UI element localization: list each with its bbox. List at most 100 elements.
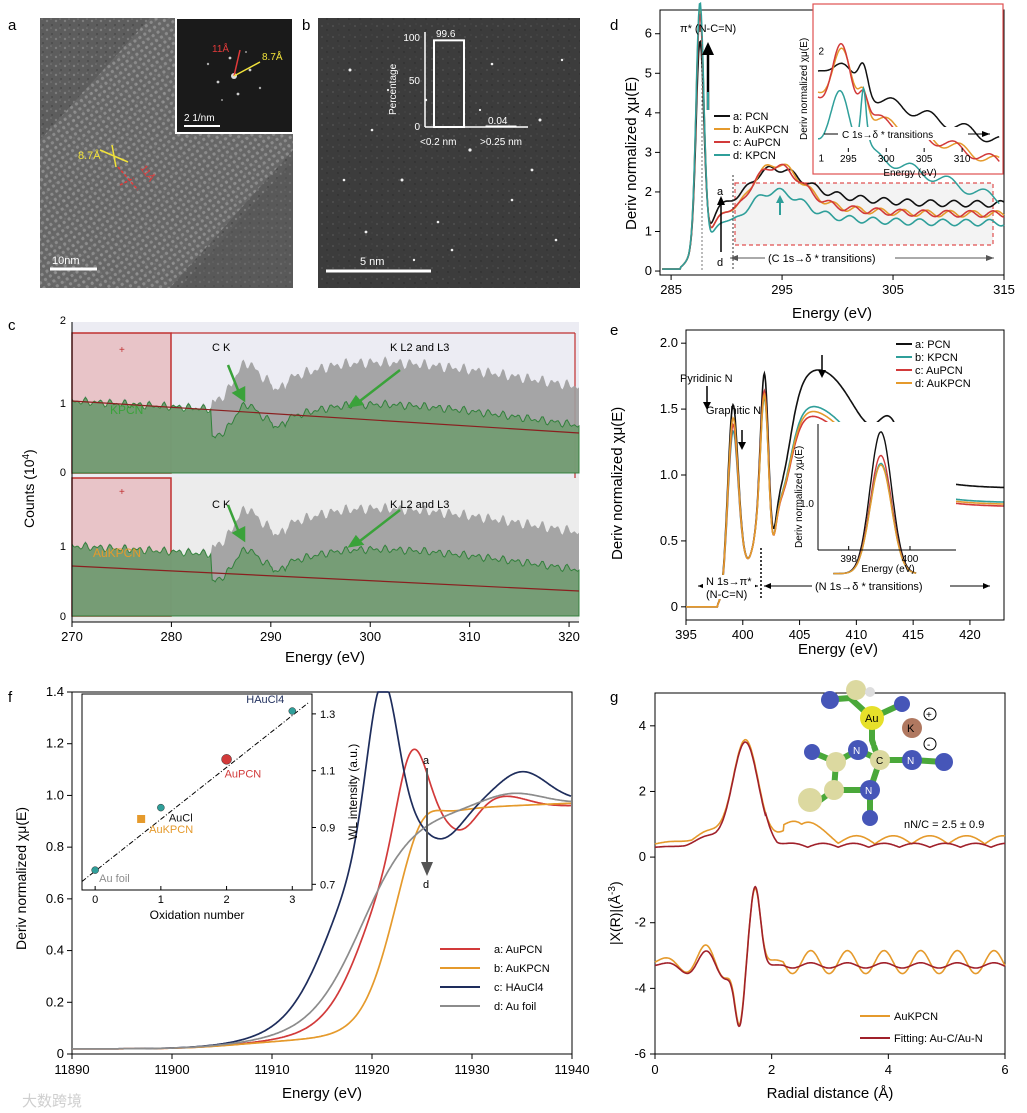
panel-f-letter: f: [8, 689, 13, 706]
panel-d-inset-series-d: [818, 85, 1000, 205]
panel-b-ytick-0: 0: [414, 122, 420, 133]
panel-c-xlabel: Energy (eV): [285, 649, 365, 666]
panel-d-ytick-label: 1: [645, 223, 652, 238]
panel-f-inset-ytick-label: 1.3: [320, 709, 335, 721]
panel-e-xtick-label: 405: [789, 627, 811, 642]
panel-d-letter: d: [610, 17, 618, 34]
au-atom: [860, 706, 884, 730]
panel-e-graphitic: Graphitic N: [706, 405, 761, 417]
panel-f-legend-entry: d: Au foil: [494, 1001, 536, 1013]
panel-g-legend-entry: AuKPCN: [894, 1011, 938, 1023]
panel-d-inset-xtick-label: 300: [878, 154, 895, 165]
panel-b-cat1: <0.2 nm: [420, 137, 456, 148]
panel-d-inset: 295 300 305 310 1 2 Deriv normalized χμ(E) En…: [799, 3, 1004, 205]
panel-e-chart: 395 400 405 410 415 420 0 0.5 1.0 1.5 2.0 Deriv no…: [609, 329, 1005, 658]
panel-d-inset-xtick-label: 310: [954, 154, 971, 165]
panel-f-inset-point-label: AuCl: [169, 813, 193, 825]
panel-f-inset-ylabel: WL intensity (a.u.): [346, 744, 360, 840]
panel-d-xtick-label: 285: [660, 282, 682, 297]
panel-d-arrow-d: d: [717, 257, 723, 269]
panel-f-inset-point-label: HAuCl4: [246, 694, 284, 706]
panel-e-ytick-label: 0: [671, 599, 678, 614]
panel-g-xtick-label: 4: [885, 1062, 892, 1077]
panel-f-ytick-label: 0.2: [46, 994, 64, 1009]
panel-g-xtick-label: 6: [1001, 1062, 1008, 1077]
panel-c-top-peak2: K L2 and L3: [390, 342, 449, 354]
panel-a-d-spacing-1: 8.7Å: [78, 149, 101, 162]
panel-d-inset-ytick-label: 2: [818, 47, 824, 58]
panel-e-inset-series-d: [833, 464, 917, 575]
panel-f-inset-xtick-label: 0: [92, 894, 98, 906]
panel-d-inset-transition: C 1s→δ * transitions: [842, 130, 933, 141]
panel-f-inset-ytick-label: 0.9: [320, 823, 335, 835]
panel-g-real-fit: [654, 885, 1006, 1028]
panel-g-ylabel: |X(R)|(Å-3): [607, 881, 623, 945]
panel-d-ytick-label: 3: [645, 144, 652, 159]
panel-c-bottom-label: AuKPCN: [93, 546, 141, 560]
panel-a-scalebar-label: 10nm: [52, 255, 80, 267]
panel-f-ytick-label: 0.6: [46, 891, 64, 906]
panel-e-legend-entry: d: AuKPCN: [915, 378, 971, 390]
panel-e-xlabel: Energy (eV): [798, 641, 878, 658]
panel-b-cat2: >0.25 nm: [480, 137, 522, 148]
panel-c-xtick-label: 280: [161, 629, 183, 644]
panel-e-xtick-label: 395: [675, 627, 697, 642]
panel-c-eels-chart: 270 280 290 300 310 320 2 1 0 1 0 Counts (104…: [21, 315, 580, 666]
panel-f-inset-point: [221, 754, 232, 765]
panel-f-inset-xlabel: Oxidation number: [150, 908, 245, 922]
panel-b-bar-large: [485, 125, 517, 128]
panel-f-xtick-label: 11930: [454, 1062, 489, 1077]
panel-g-xlabel: Radial distance (Å): [767, 1085, 894, 1102]
panel-d-ytick-label: 0: [645, 263, 652, 278]
panel-c-top-peak1: C K: [212, 342, 231, 354]
panel-f-arrow-a: a: [423, 755, 430, 767]
panel-d-chart: 285 295 305 315 0 1 2 3 4 5 6 Deriv normalized χμ(…: [623, 1, 1015, 322]
panel-e-legend-entry: c: AuPCN: [915, 365, 963, 377]
panel-f-inset-point-label: AuPCN: [225, 768, 262, 780]
panel-b-histogram-inset: 100 50 0 Percentage 99.6 0.04 <0.2 nm >0…: [388, 29, 528, 148]
panel-g-ytick-label: 2: [639, 783, 646, 798]
panel-e-inset-xtick-label: 400: [902, 554, 919, 565]
panel-c-ytick-0: 0: [60, 467, 66, 479]
panel-c-top-label: KPCN: [110, 403, 143, 417]
panel-d-ytick-label: 2: [645, 184, 652, 199]
panel-c-bottom-background-fit: [71, 565, 580, 592]
panel-d-xtick-label: 315: [993, 282, 1015, 297]
panel-d-xtick-label: 305: [882, 282, 904, 297]
panel-f-inset-point: [288, 707, 297, 715]
panel-d-c1s-label: (C 1s→δ * transitions): [768, 253, 876, 265]
panel-f-inset-xtick-label: 2: [224, 894, 230, 906]
panel-f-xtick-label: 11890: [54, 1062, 89, 1077]
panel-c-bot-peak1: C K: [212, 499, 231, 511]
panel-f-chart: 11890 11900 11910 11920 11930 11940 0 0.2 0.4 0.6…: [13, 684, 590, 1102]
panel-e-ytick-label: 2.0: [660, 335, 678, 350]
panel-f-xlabel: Energy (eV): [282, 1085, 362, 1102]
panel-d-xlabel: Energy (eV): [792, 305, 872, 322]
panel-g-ytick-label: -4: [634, 980, 646, 995]
panel-d-inset-ytick-label: 1: [818, 153, 824, 164]
panel-b-bar2-value: 0.04: [488, 116, 508, 127]
panel-c-ylabel: Counts (104): [21, 449, 37, 528]
panel-c-letter: c: [8, 317, 16, 334]
panel-b-bar-small: [433, 39, 465, 128]
panel-e-ylabel: Deriv normalized χμ(E): [609, 407, 626, 560]
panel-a-fft-inset: 11Å 8.7Å 2 1/nm: [175, 17, 294, 134]
panel-d-ytick-label: 5: [645, 65, 652, 80]
panel-b-scalebar-label: 5 nm: [360, 256, 384, 268]
panel-f-inset-point-label: AuKPCN: [149, 824, 193, 836]
panel-e-n1s-pi: N 1s→π*: [706, 576, 752, 588]
panel-f-legend-entry: c: HAuCl4: [494, 982, 544, 994]
panel-g-xtick-label: 2: [768, 1062, 775, 1077]
panel-g-magnitude-fit: [655, 741, 1006, 849]
panel-e-pyridinic: Pyridinic N: [680, 373, 733, 385]
panel-g-legend-entry: Fitting: Au-C/Au-N: [894, 1033, 983, 1045]
panel-d-series-c: [662, 13, 1005, 270]
panel-a-letter: a: [8, 17, 17, 34]
panel-e-xtick-label: 420: [959, 627, 981, 642]
panel-d-series-a: [662, 39, 1005, 270]
panel-g-nnc: nN/C = 2.5 ± 0.9: [904, 819, 984, 831]
panel-c-xtick-label: 290: [260, 629, 282, 644]
panel-f-legend-entry: b: AuKPCN: [494, 963, 550, 975]
panel-c-bottom-signal: [71, 541, 580, 617]
panel-e-letter: e: [610, 322, 618, 339]
